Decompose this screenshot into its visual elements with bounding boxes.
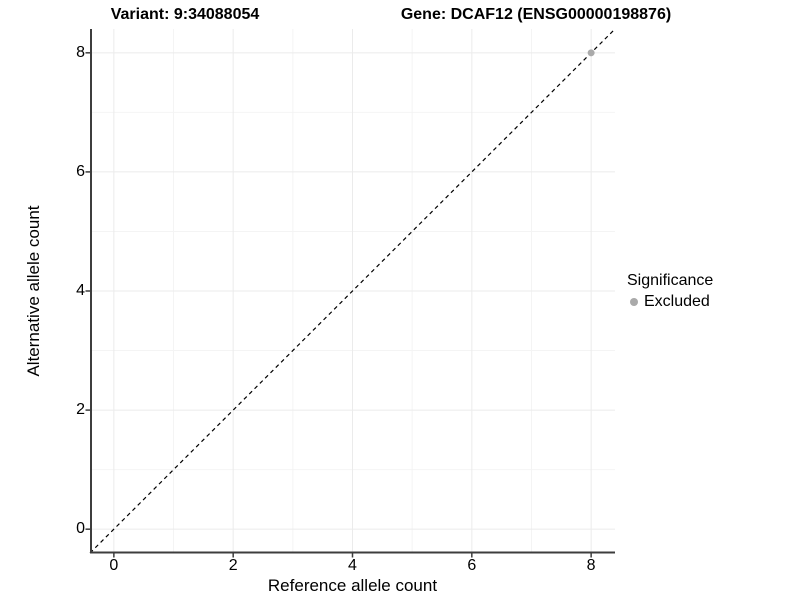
- legend-item-label: Excluded: [644, 293, 710, 310]
- x-axis-title: Reference allele count: [267, 576, 438, 595]
- legend-items: Excluded: [627, 292, 713, 312]
- y-tick-label: 2: [76, 401, 85, 419]
- legend: Significance Excluded: [627, 271, 713, 312]
- x-tick-label: 8: [586, 557, 596, 574]
- identity-dashed-line: [89, 28, 616, 554]
- x-tick-label: 2: [228, 557, 238, 574]
- y-tick-label: 6: [76, 162, 85, 180]
- legend-title: Significance: [627, 272, 714, 289]
- y-tick-label: 0: [76, 520, 85, 538]
- x-tick-label: 6: [467, 557, 477, 574]
- plot-title-gene: Gene: DCAF12 (ENSG00000198876): [400, 6, 672, 23]
- x-tick-label: 4: [348, 557, 357, 574]
- plot-title-variant: Variant: 9:34088054: [110, 6, 260, 23]
- legend-point-icon: [630, 298, 638, 306]
- legend-item: Excluded: [627, 292, 713, 312]
- data-point: [587, 49, 595, 57]
- x-tick-label: 0: [109, 557, 119, 574]
- y-axis-title: Alternative allele count: [24, 205, 43, 377]
- y-tick-label: 8: [76, 43, 85, 61]
- y-tick-label: 4: [76, 282, 85, 299]
